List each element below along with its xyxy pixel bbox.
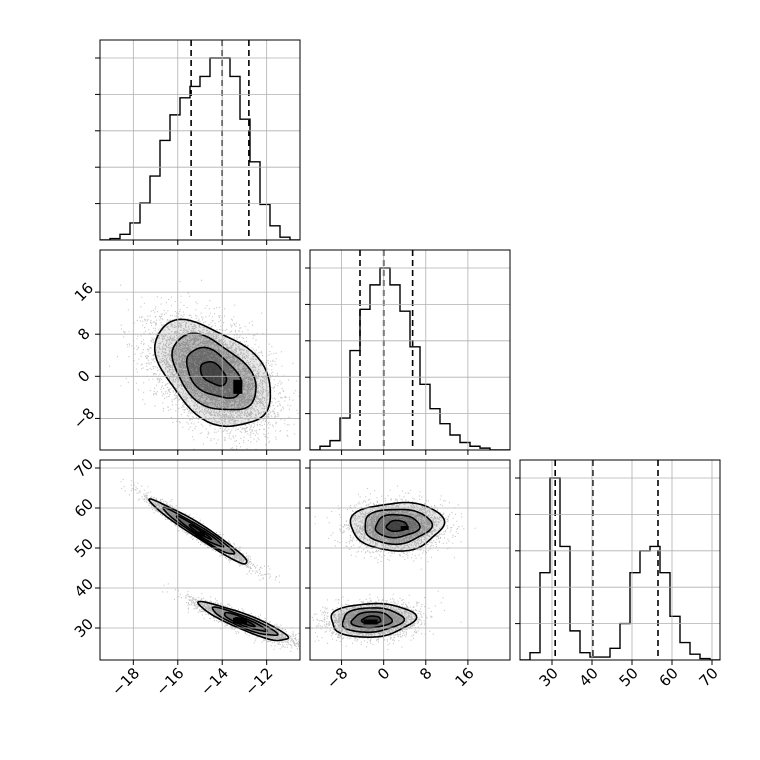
y-tick-label: 50 [71, 535, 97, 561]
density-peak [363, 619, 378, 625]
scatter-panel-0-2-plot-area [120, 479, 300, 653]
x-tick-label: 0 [374, 664, 393, 683]
density-fill [186, 347, 242, 399]
density-contour [330, 602, 418, 639]
density-contour [349, 501, 446, 552]
density-contour [364, 508, 434, 546]
scatter-panel-1-2-plot-area [310, 485, 476, 650]
histogram-panel-2: 30 40 50 60 70 [515, 459, 722, 690]
x-tick-label: 70 [696, 664, 722, 690]
y-tick-label: 30 [71, 615, 97, 641]
scatter-panel-0-2: −18 −16 −14 −12 30 40 50 60 70 [71, 455, 301, 699]
histogram-panel-1-plot-area [310, 250, 510, 450]
density-contour [197, 600, 290, 642]
histogram-step-2 [520, 477, 720, 660]
density-contour [211, 606, 279, 637]
scatter-panel-0-1-plot-area [109, 279, 300, 450]
histogram-panel-0 [95, 39, 301, 245]
histogram-panel-0-plot-area [100, 40, 300, 240]
histogram-step-1 [310, 267, 510, 450]
density-contour [385, 519, 409, 533]
x-tick-label: −14 [197, 664, 232, 699]
density-peak [233, 617, 247, 624]
y-tick-label: 0 [74, 367, 93, 386]
histogram-panel-2-frame [519, 459, 721, 661]
x-tick-label: 8 [416, 664, 435, 683]
density-fill [375, 514, 420, 538]
density-contour [188, 524, 213, 541]
scatter-panel-1-2-frame [309, 459, 511, 661]
y-tick-label: −8 [70, 404, 98, 432]
density-contour [199, 361, 228, 387]
scatter-panel-1-2: −8 0 8 16 [305, 459, 511, 692]
scatter-panel-0-2-frame [99, 459, 301, 661]
histogram-panel-1-frame [309, 249, 511, 451]
density-contour [374, 513, 421, 539]
x-tick-label: −18 [108, 664, 143, 699]
x-tick-label: 50 [616, 664, 642, 690]
density-contour [171, 332, 257, 411]
histogram-panel-0-frame [99, 39, 301, 241]
scatter-panel-0-1: −8 0 8 16 [70, 249, 301, 455]
y-tick-label: 60 [71, 495, 97, 521]
scatter-points [310, 485, 476, 650]
density-contour [341, 607, 406, 634]
x-tick-label: 16 [451, 664, 477, 690]
density-peak [400, 526, 409, 530]
density-contour [153, 318, 272, 428]
x-tick-label: 40 [576, 664, 602, 690]
scatter-points [109, 279, 300, 450]
x-tick-label: −12 [241, 664, 276, 699]
histogram-step-0 [100, 57, 300, 240]
density-peak [233, 379, 243, 394]
y-tick-label: 16 [71, 279, 97, 305]
density-contour [185, 346, 243, 399]
density-contour [350, 611, 394, 629]
density-contour [148, 498, 248, 565]
x-tick-label: −8 [323, 664, 351, 692]
y-tick-label: 8 [74, 324, 93, 343]
scatter-points [120, 479, 300, 653]
density-contour [162, 506, 236, 555]
x-tick-label: 60 [656, 664, 682, 690]
y-tick-label: 40 [71, 575, 97, 601]
density-contour [223, 611, 268, 633]
x-tick-label: −16 [152, 664, 187, 699]
scatter-panel-0-1-frame [99, 249, 301, 451]
histogram-panel-1 [305, 249, 511, 455]
density-peak [195, 531, 205, 537]
density-fill [154, 319, 271, 427]
density-fill [163, 507, 235, 554]
x-tick-label: 30 [536, 664, 562, 690]
y-tick-label: 70 [71, 455, 97, 481]
histogram-panel-2-plot-area [520, 460, 720, 660]
